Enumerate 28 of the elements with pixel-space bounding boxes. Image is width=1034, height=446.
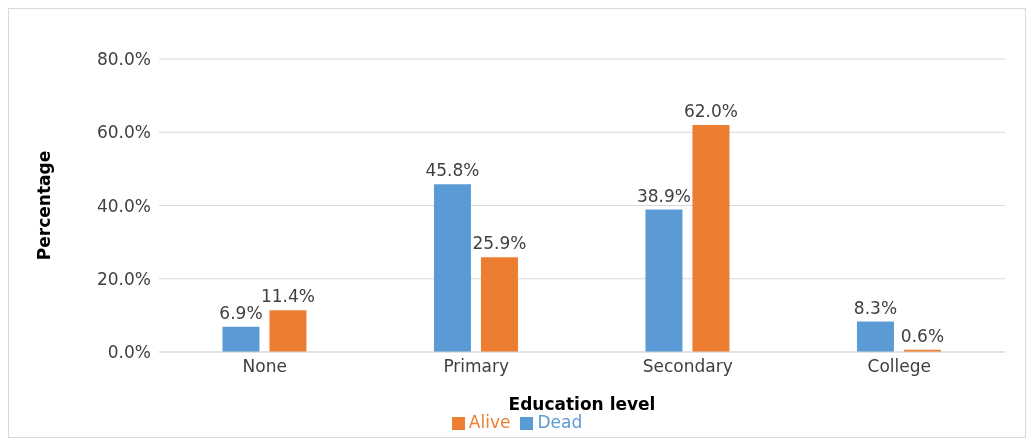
legend-label: Dead [537,412,583,432]
data-label: 38.9% [636,185,691,206]
x-tick-label: Primary [443,356,510,377]
x-tick-label: Secondary [642,356,733,377]
y-tick-label: 20.0% [96,268,151,289]
data-label: 8.3% [853,297,898,318]
data-label: 11.4% [260,286,315,307]
x-tick-label: College [867,356,931,377]
bar [222,326,260,352]
data-label: 62.0% [683,100,738,121]
bar [433,184,471,352]
y-tick-label: 40.0% [96,195,151,216]
y-tick-label: 80.0% [96,49,151,70]
bar [692,124,730,352]
y-axis-title: Percentage [34,150,55,261]
bar [645,209,683,352]
data-label: 45.8% [425,160,480,181]
bar [480,257,518,352]
y-tick-label: 0.0% [107,342,151,363]
x-tick-label: None [242,356,287,377]
data-label: 0.6% [900,325,945,346]
data-label: 6.9% [219,302,263,323]
bar [856,321,894,352]
bar [269,310,307,352]
y-tick-label: 60.0% [96,122,151,143]
data-label: 25.9% [472,233,527,254]
x-axis-title: Education level [508,394,656,414]
legend-label: Alive [468,412,511,432]
